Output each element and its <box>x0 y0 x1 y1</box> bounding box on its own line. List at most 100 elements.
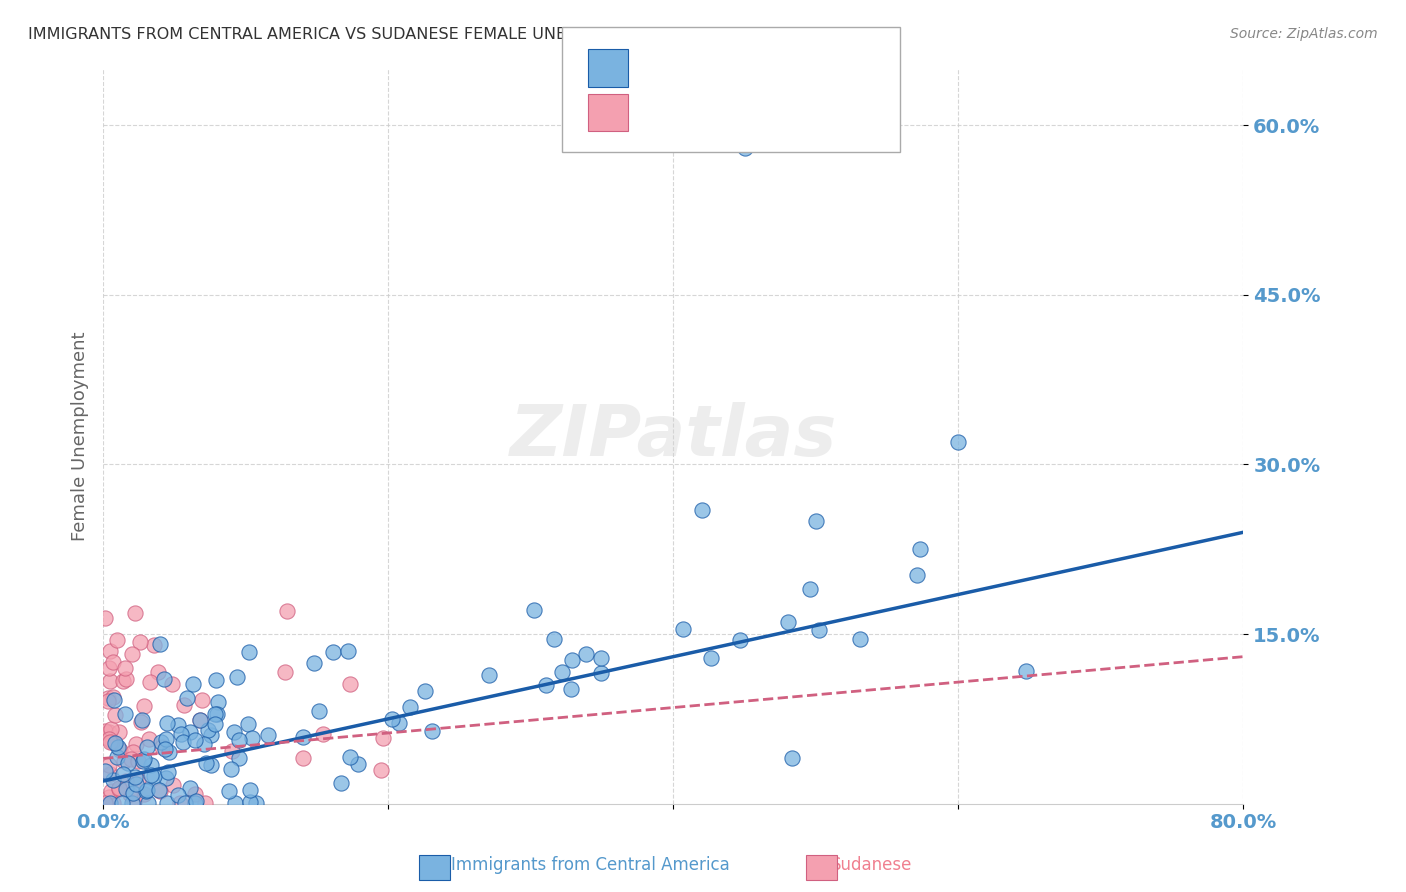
Point <box>114 661 136 675</box>
Point <box>322 645 344 659</box>
Point <box>138 731 160 746</box>
Point <box>370 763 392 777</box>
Point <box>207 695 229 709</box>
Point <box>226 670 249 684</box>
Point <box>291 731 314 745</box>
Point <box>100 735 122 749</box>
Point <box>120 787 142 801</box>
Point <box>115 672 138 686</box>
Point <box>329 776 352 790</box>
Text: N =: N = <box>738 105 775 123</box>
Point <box>228 732 250 747</box>
Point <box>153 672 176 686</box>
Point <box>551 665 574 679</box>
Point <box>181 677 204 691</box>
Point <box>150 739 173 754</box>
Point <box>104 735 127 749</box>
Point <box>103 796 125 810</box>
Point <box>98 644 121 658</box>
Text: N =: N = <box>738 61 775 78</box>
Point <box>1015 665 1038 679</box>
Point <box>238 645 260 659</box>
Point <box>120 752 142 766</box>
Point <box>150 735 173 749</box>
Point <box>799 582 821 597</box>
Point <box>136 796 159 810</box>
Point <box>302 656 325 670</box>
Point <box>221 744 243 758</box>
Point <box>156 765 179 780</box>
Point <box>173 698 195 713</box>
Point <box>170 727 193 741</box>
Point <box>138 674 160 689</box>
Point <box>218 784 240 798</box>
Point <box>108 780 131 795</box>
Point <box>543 632 565 646</box>
Point <box>149 637 172 651</box>
Point <box>129 714 152 729</box>
Point <box>337 644 360 658</box>
Point <box>239 796 262 810</box>
Point <box>219 762 242 776</box>
Point <box>112 674 135 689</box>
Point <box>205 707 228 722</box>
Point <box>127 754 149 768</box>
Text: 108: 108 <box>778 61 813 78</box>
Point <box>98 674 121 689</box>
Point <box>132 787 155 801</box>
Point <box>100 784 122 798</box>
Point <box>413 683 436 698</box>
Point <box>98 732 121 747</box>
Point <box>135 783 157 797</box>
Point <box>239 783 262 797</box>
Point <box>117 756 139 771</box>
Text: 62: 62 <box>778 105 800 123</box>
Text: Sudanese: Sudanese <box>831 856 912 874</box>
Point <box>108 724 131 739</box>
Point <box>146 665 169 680</box>
Point <box>155 771 177 785</box>
Point <box>339 750 361 764</box>
Point <box>561 653 583 667</box>
Point <box>112 754 135 768</box>
Text: 0.533: 0.533 <box>682 61 734 78</box>
Point <box>589 666 612 681</box>
Point <box>122 746 145 760</box>
Point <box>105 632 128 647</box>
Point <box>183 796 205 810</box>
Point <box>399 700 422 714</box>
Point <box>139 768 162 782</box>
Point <box>162 677 184 691</box>
Point <box>905 568 928 582</box>
Point <box>114 774 136 789</box>
Point <box>135 739 157 754</box>
Point <box>142 639 165 653</box>
Point <box>121 786 143 800</box>
Point <box>98 767 121 781</box>
Point <box>536 678 558 692</box>
Point <box>101 655 124 669</box>
Point <box>98 790 121 805</box>
Point <box>560 681 582 696</box>
Point <box>188 714 211 728</box>
Text: IMMIGRANTS FROM CENTRAL AMERICA VS SUDANESE FEMALE UNEMPLOYMENT CORRELATION CHAR: IMMIGRANTS FROM CENTRAL AMERICA VS SUDAN… <box>28 27 844 42</box>
Point <box>910 542 932 557</box>
Point <box>245 796 267 810</box>
Point <box>575 648 598 662</box>
Point <box>371 731 394 746</box>
Point <box>93 796 115 810</box>
Point <box>139 758 162 772</box>
Point <box>124 770 146 784</box>
Point <box>804 514 827 528</box>
Point <box>121 796 143 810</box>
Point <box>224 796 246 810</box>
Point <box>347 757 370 772</box>
Point <box>184 787 207 801</box>
Point <box>129 634 152 648</box>
Point <box>107 782 129 797</box>
Point <box>308 705 330 719</box>
Point <box>169 796 191 810</box>
Point <box>240 731 263 746</box>
Point <box>124 606 146 620</box>
Point <box>478 667 501 681</box>
